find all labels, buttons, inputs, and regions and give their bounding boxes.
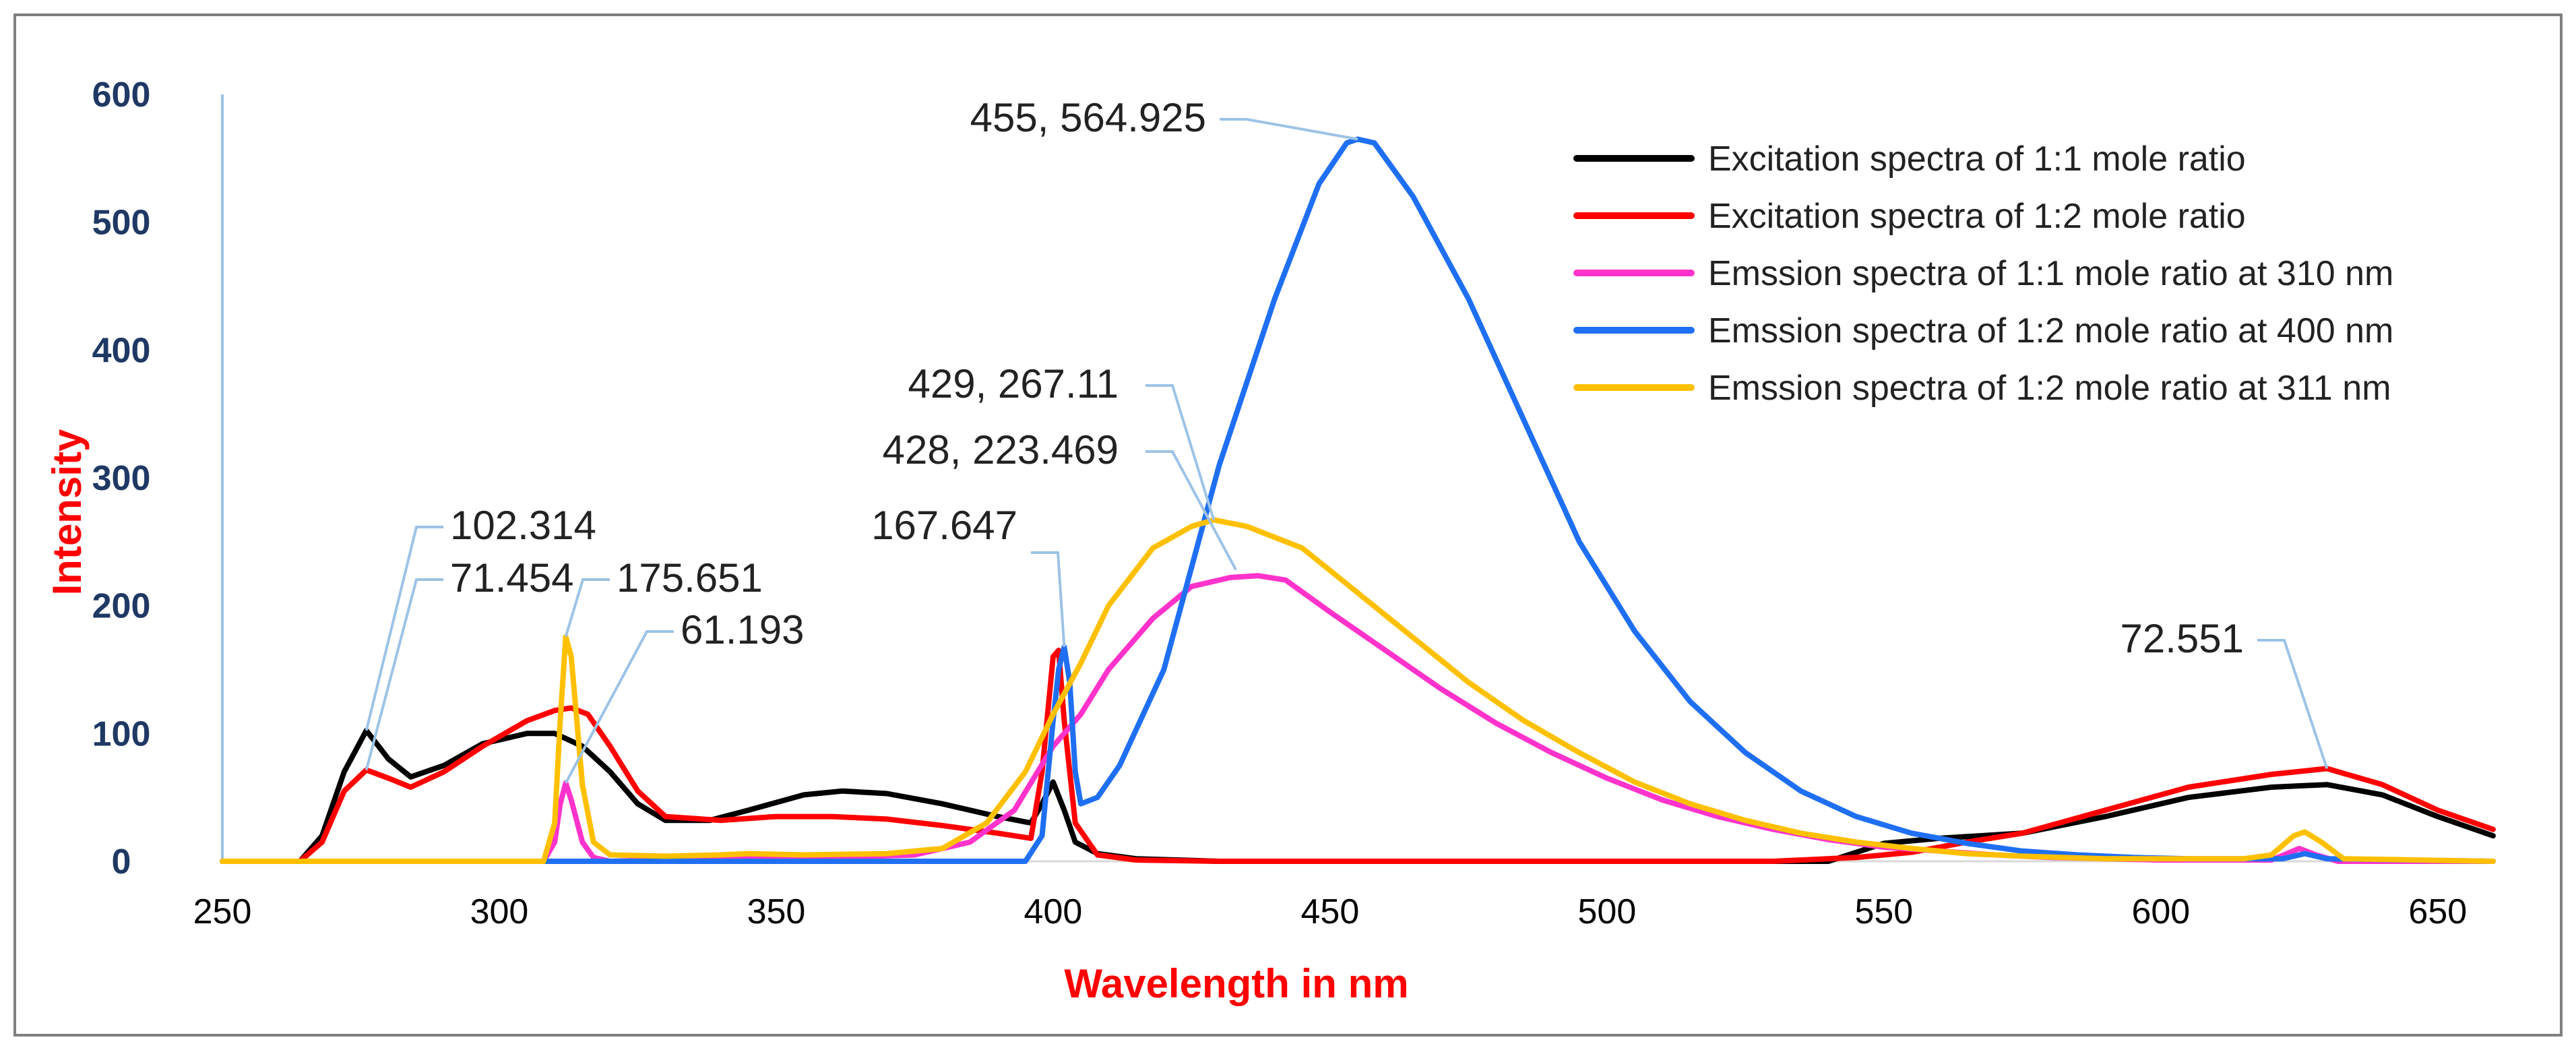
data-label: 167.647 (871, 503, 1017, 548)
data-label: 429, 267.11 (908, 361, 1119, 406)
x-tick-label: 500 (1577, 892, 1636, 931)
y-tick-label: 300 (92, 459, 151, 498)
annotation-leader (365, 526, 443, 731)
x-tick-label: 250 (193, 892, 252, 931)
y-tick-label: 400 (92, 331, 151, 370)
legend-label-4: Emssion spectra of 1:2 mole ratio at 400… (1708, 311, 2393, 350)
y-axis-title: Intensity (44, 429, 90, 595)
series-line-5 (220, 517, 2496, 864)
x-axis-title: Wavelength in nm (1064, 961, 1408, 1006)
x-tick-label: 350 (747, 892, 806, 931)
series-line-2 (220, 648, 2496, 864)
legend-label-3: Emssion spectra of 1:1 mole ratio at 310… (1708, 254, 2393, 293)
legend-label-2: Excitation spectra of 1:2 mole ratio (1708, 197, 2246, 236)
annotation-leader (1220, 118, 1358, 141)
x-tick-label: 550 (1854, 892, 1913, 931)
y-tick-label: 200 (92, 587, 151, 626)
data-label: 175.651 (617, 555, 763, 600)
x-tick-label: 300 (470, 892, 529, 931)
annotation-leader (1145, 450, 1237, 571)
y-tick-label: 500 (92, 204, 151, 243)
annotation-leader (2257, 639, 2329, 770)
annotation-leader (564, 630, 674, 784)
x-tick-label: 400 (1024, 892, 1083, 931)
data-label: 102.314 (450, 503, 596, 548)
data-label: 71.454 (450, 555, 574, 600)
chart-border (13, 13, 2563, 1037)
annotation-leader (1031, 551, 1066, 648)
data-label: 428, 223.469 (883, 427, 1119, 472)
data-label: 72.551 (2120, 616, 2244, 661)
y-tick-label: 0 (112, 842, 131, 882)
legend-label-1: Excitation spectra of 1:1 mole ratio (1708, 140, 2246, 179)
x-tick-label: 600 (2131, 892, 2190, 931)
data-label: 61.193 (681, 607, 805, 652)
annotation-leader (564, 578, 610, 638)
y-tick-label: 600 (92, 75, 151, 115)
legend-label-5: Emssion spectra of 1:2 mole ratio at 311… (1708, 369, 2391, 408)
data-label: 455, 564.925 (970, 95, 1206, 140)
annotation-leader (1145, 384, 1216, 520)
x-tick-label: 450 (1301, 892, 1360, 931)
annotation-leader (365, 578, 443, 771)
y-tick-label: 100 (92, 714, 151, 753)
x-tick-label: 650 (2408, 892, 2467, 931)
